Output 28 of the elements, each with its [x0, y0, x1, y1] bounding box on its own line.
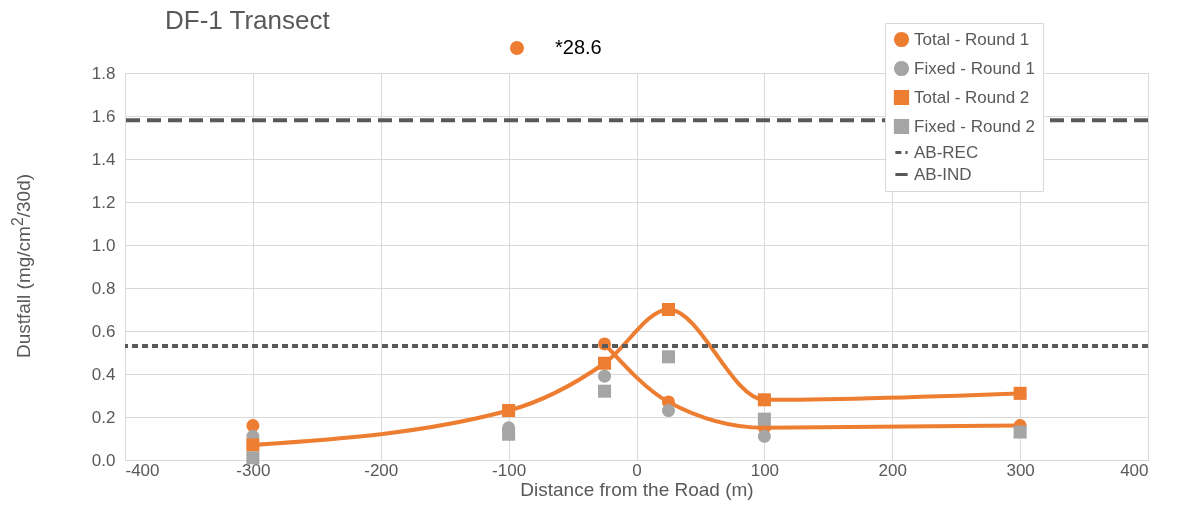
legend-label: Total - Round 1: [914, 29, 1030, 49]
x-tick-label: -300: [236, 460, 271, 480]
y-tick-label: 0.0: [91, 450, 116, 470]
x-tick-label: 400: [1120, 460, 1149, 480]
chart-title: DF-1 Transect: [165, 5, 331, 35]
y-tick-label: 1.0: [91, 235, 116, 255]
legend-label: Fixed - Round 2: [914, 116, 1035, 136]
x-tick-label: 0: [632, 460, 642, 480]
x-tick-label: -200: [364, 460, 399, 480]
text: *28.6: [555, 36, 602, 58]
x-axis-title: Distance from the Road (m): [520, 478, 754, 500]
x-tick-label: 300: [1006, 460, 1035, 480]
y-tick-label: 0.8: [91, 278, 116, 298]
y-tick-label: 0.2: [91, 407, 116, 427]
legend-label: AB-REC: [914, 142, 979, 162]
y-tick-label: 1.8: [91, 63, 116, 83]
legend-label: Total - Round 2: [914, 87, 1030, 107]
x-tick-label: -100: [492, 460, 527, 480]
y-tick-label: 0.6: [91, 321, 116, 341]
y-tick-label: 1.2: [91, 192, 116, 212]
x-tick-label: -400: [125, 460, 160, 480]
y-tick-label: 1.4: [91, 149, 116, 169]
x-tick-label: 100: [750, 460, 780, 480]
y-tick-label: 1.6: [91, 106, 116, 126]
y-tick-label: 0.4: [91, 364, 116, 384]
x-tick-label: 200: [878, 460, 907, 480]
legend-label: AB-IND: [914, 164, 972, 184]
legend-label: Fixed - Round 1: [914, 58, 1035, 78]
